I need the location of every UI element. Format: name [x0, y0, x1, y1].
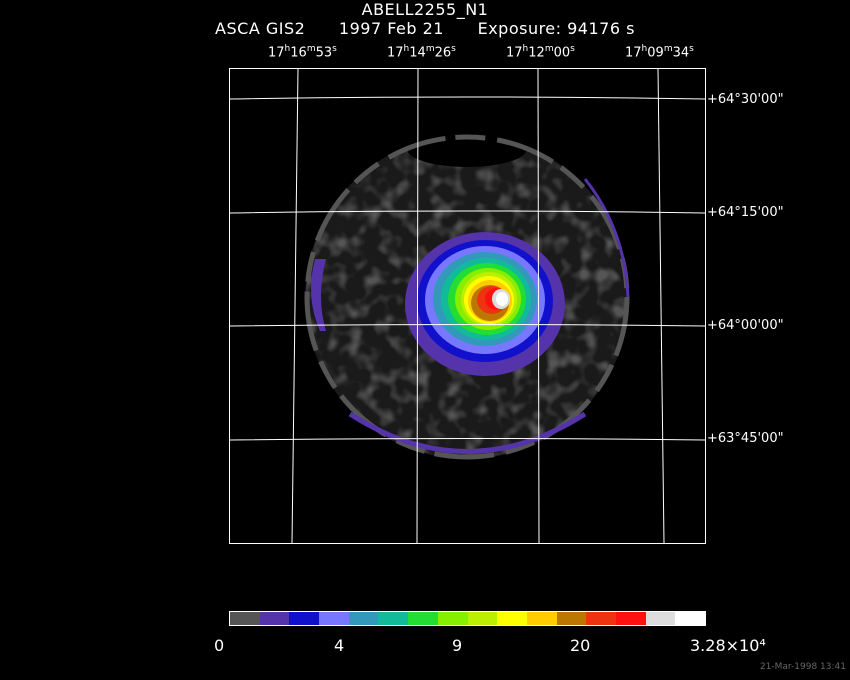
ra-tick-label: 17h16m53s — [268, 44, 337, 61]
color-scale-bar — [229, 611, 706, 626]
xray-image-panel — [229, 68, 706, 544]
edge-bright-left — [311, 259, 326, 331]
colorbar-label: 3.28×10⁴ — [690, 636, 766, 655]
edge-bright-right — [583, 178, 630, 298]
date-label: 1997 Feb 21 — [338, 19, 444, 38]
colorbar-label: 0 — [214, 636, 225, 655]
colorbar-swatch — [259, 612, 290, 625]
colorbar-swatch — [526, 612, 557, 625]
colorbar-swatch — [645, 612, 676, 625]
image-title: ABELL2255_N1 — [361, 0, 489, 19]
colorbar-swatch — [408, 612, 438, 625]
colorbar-swatch — [289, 612, 320, 625]
ra-tick-label: 17h12m00s — [506, 44, 575, 61]
colorbar-label: 9 — [452, 636, 463, 655]
cluster-emission — [405, 232, 565, 376]
dec-tick-label: +64°00'00" — [707, 318, 784, 333]
colorbar-swatch — [556, 612, 587, 625]
ra-tick-label: 17h09m34s — [625, 44, 694, 61]
coordinate-grid — [230, 69, 705, 543]
exposure-label: Exposure: 94176 s — [477, 19, 635, 38]
dec-tick-label: +64°15'00" — [707, 205, 784, 220]
observation-info: ASCA GIS2 1997 Feb 21 Exposure: 94176 s — [0, 19, 850, 38]
timestamp: 21-Mar-1998 13:41 — [759, 662, 846, 672]
edge-bright-bottom — [348, 411, 587, 454]
colorbar-swatch — [319, 612, 349, 625]
colorbar-swatch — [348, 612, 379, 625]
colorbar-swatch — [230, 612, 260, 625]
ra-tick-label: 17h14m26s — [387, 44, 456, 61]
colorbar-swatch — [675, 612, 705, 625]
colorbar-swatch — [615, 612, 646, 625]
colorbar-label: 4 — [334, 636, 345, 655]
colorbar-label: 20 — [570, 636, 591, 655]
colorbar-swatch — [497, 612, 527, 625]
colorbar-swatch — [437, 612, 468, 625]
dec-tick-label: +64°30'00" — [707, 92, 784, 107]
dec-tick-label: +63°45'00" — [707, 431, 784, 446]
colorbar-swatch — [378, 612, 409, 625]
colorbar-swatch — [467, 612, 498, 625]
colorbar-swatch — [586, 612, 616, 625]
xray-image — [230, 69, 705, 543]
instrument-label: ASCA GIS2 — [215, 19, 306, 38]
